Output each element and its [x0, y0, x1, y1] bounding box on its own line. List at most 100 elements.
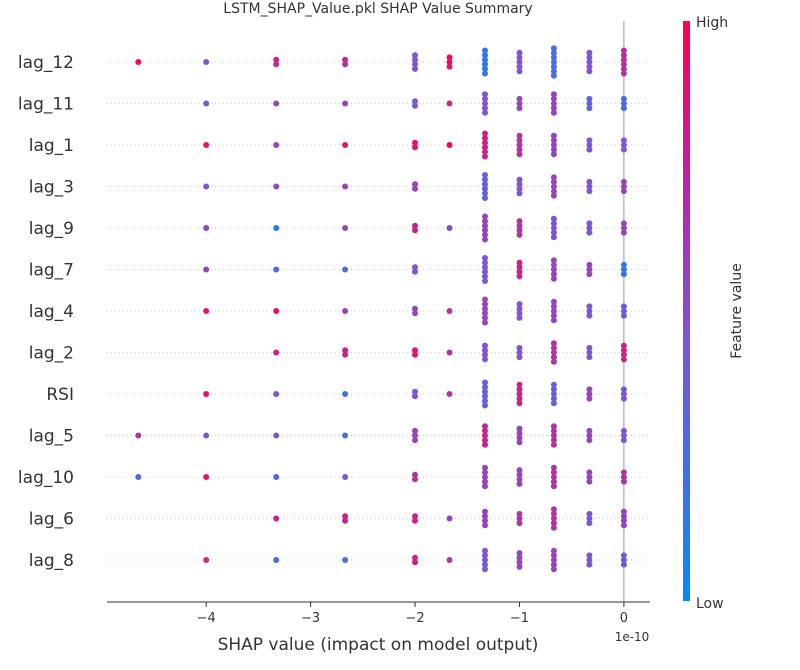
shap-point-lag_10 — [482, 469, 488, 476]
shap-point-lag_7 — [586, 266, 593, 273]
shap-point-lag_8 — [203, 557, 210, 563]
shap-point-lag_12 — [516, 59, 523, 65]
shap-point-lag_6 — [550, 506, 557, 513]
shap-point-lag_2 — [620, 356, 627, 363]
shap-point-lag_5 — [620, 437, 627, 444]
shap-point-lag_12 — [550, 59, 557, 65]
shap-point-lag_5 — [620, 432, 627, 439]
shap-point-lag_6 — [620, 517, 627, 524]
shap-point-lag_3 — [342, 183, 349, 190]
shap-point-RSI — [550, 400, 557, 407]
shap-point-lag_11 — [550, 105, 557, 112]
x-tick-label: −2 — [405, 611, 424, 626]
colorbar-low-label: Low — [696, 596, 724, 612]
shap-point-lag_5 — [273, 432, 280, 439]
shap-point-lag_11 — [273, 100, 280, 107]
shap-point-lag_12 — [550, 72, 557, 79]
shap-point-RSI — [516, 400, 523, 407]
shap-point-lag_2 — [446, 349, 453, 356]
shap-point-lag_10 — [482, 464, 488, 471]
shap-point-lag_2 — [482, 356, 488, 363]
colorbar-high-label: High — [696, 15, 728, 31]
shap-point-lag_4 — [412, 305, 418, 312]
shap-point-lag_9 — [203, 225, 210, 231]
shap-point-lag_4 — [620, 308, 627, 314]
shap-point-lag_3 — [482, 176, 488, 183]
shap-point-lag_6 — [516, 515, 523, 522]
shap-point-lag_7 — [550, 275, 557, 282]
shap-point-lag_12 — [342, 56, 349, 63]
shap-point-lag_3 — [620, 188, 627, 195]
shap-point-lag_1 — [550, 151, 557, 158]
shap-point-lag_12 — [412, 61, 418, 68]
shap-point-lag_5 — [586, 437, 593, 444]
shap-point-lag_4 — [586, 303, 593, 310]
shap-point-lag_11 — [482, 95, 488, 102]
shap-point-lag_9 — [550, 234, 557, 241]
shap-point-lag_11 — [620, 95, 627, 102]
shap-point-lag_10 — [620, 469, 627, 476]
shap-point-lag_8 — [482, 561, 488, 568]
shap-point-lag_11 — [482, 91, 488, 98]
shap-point-lag_12 — [586, 49, 593, 56]
shap-point-lag_8 — [620, 561, 627, 568]
shap-point-lag_11 — [550, 91, 557, 98]
shap-point-lag_8 — [550, 552, 557, 559]
x-tick-label: −3 — [301, 611, 320, 626]
shap-point-RSI — [550, 381, 557, 388]
shap-point-RSI — [412, 388, 418, 395]
shap-point-lag_10 — [203, 474, 210, 480]
shap-point-lag_4 — [550, 308, 557, 314]
shap-point-lag_2 — [482, 347, 488, 354]
shap-point-lag_7 — [620, 271, 627, 278]
feature-label-lag_12: lag_12 — [18, 53, 74, 73]
x-ticks: −4 −3 −2 −1 0 — [197, 602, 628, 626]
x-tick-label: 0 — [620, 611, 628, 626]
shap-point-lag_7 — [550, 261, 557, 268]
shap-point-lag_9 — [273, 225, 280, 231]
shap-point-RSI — [620, 386, 627, 393]
shap-point-lag_11 — [446, 100, 453, 107]
shap-point-lag_8 — [342, 557, 349, 563]
shap-point-lag_8 — [516, 559, 523, 566]
shap-point-RSI — [412, 393, 418, 400]
shap-point-lag_12 — [446, 59, 453, 65]
shap-point-lag_4 — [550, 303, 557, 310]
colorbar-title: Feature value — [729, 263, 745, 359]
shap-point-lag_11 — [516, 100, 523, 107]
shap-point-lag_9 — [482, 213, 488, 220]
shap-point-lag_11 — [412, 98, 418, 105]
shap-point-lag_5 — [412, 432, 418, 439]
shap-point-lag_4 — [586, 312, 593, 319]
shap-point-RSI — [550, 395, 557, 402]
shap-point-lag_9 — [482, 222, 488, 229]
shap-point-lag_11 — [550, 100, 557, 107]
shap-point-lag_10 — [516, 480, 523, 487]
shap-point-lag_7 — [482, 273, 488, 280]
shap-point-lag_1 — [516, 132, 523, 139]
shap-point-RSI — [586, 391, 593, 397]
shap-point-lag_8 — [412, 559, 418, 566]
shap-point-lag_3 — [273, 183, 280, 190]
shap-point-lag_8 — [586, 552, 593, 559]
shap-point-lag_11 — [586, 100, 593, 107]
shap-point-lag_12 — [516, 54, 523, 61]
shap-point-lag_3 — [550, 192, 557, 199]
shap-point-lag_9 — [482, 231, 488, 238]
shap-point-lag_11 — [586, 95, 593, 102]
shap-point-lag_9 — [586, 229, 593, 236]
shap-point-lag_12 — [342, 61, 349, 68]
shap-point-lag_2 — [342, 347, 349, 354]
shap-point-lag_4 — [482, 305, 488, 312]
shap-point-RSI — [482, 379, 488, 386]
shap-point-lag_10 — [482, 474, 488, 480]
feature-label-RSI: RSI — [46, 385, 74, 405]
shap-point-lag_2 — [412, 351, 418, 358]
shap-point-lag_6 — [516, 510, 523, 517]
shap-point-lag_8 — [550, 557, 557, 563]
shap-point-lag_1 — [586, 137, 593, 144]
shap-point-RSI — [586, 386, 593, 393]
shap-point-lag_11 — [550, 95, 557, 102]
shap-point-lag_6 — [586, 515, 593, 522]
shap-point-lag_3 — [516, 176, 523, 183]
